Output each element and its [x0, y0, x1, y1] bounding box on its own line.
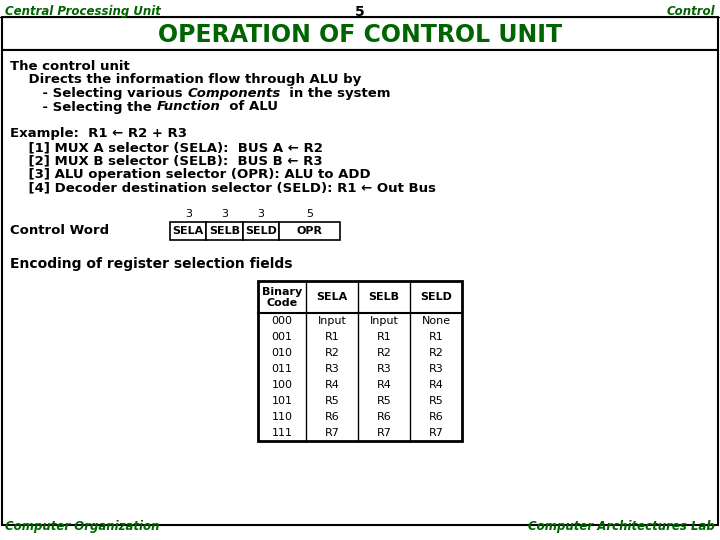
Text: [4] Decoder destination selector (SELD): R1 ← Out Bus: [4] Decoder destination selector (SELD):…	[10, 181, 436, 194]
Text: SELD: SELD	[245, 226, 277, 236]
Text: SELB: SELB	[209, 226, 240, 236]
Text: [1] MUX A selector (SELA):  BUS A ← R2: [1] MUX A selector (SELA): BUS A ← R2	[10, 141, 323, 154]
Text: R2: R2	[428, 348, 444, 359]
Text: R3: R3	[428, 364, 444, 374]
Text: Computer Organization: Computer Organization	[5, 520, 160, 533]
Text: - Selecting the: - Selecting the	[10, 100, 156, 113]
Text: R5: R5	[428, 396, 444, 407]
Text: [2] MUX B selector (SELB):  BUS B ← R3: [2] MUX B selector (SELB): BUS B ← R3	[10, 154, 323, 167]
Text: Central Processing Unit: Central Processing Unit	[5, 5, 161, 18]
Text: R7: R7	[377, 428, 392, 438]
Text: Directs the information flow through ALU by: Directs the information flow through ALU…	[10, 73, 361, 86]
Text: 111: 111	[271, 428, 292, 438]
Text: Computer Architectures Lab: Computer Architectures Lab	[528, 520, 715, 533]
Text: SELA: SELA	[316, 292, 348, 302]
Text: R7: R7	[325, 428, 339, 438]
Text: Input: Input	[369, 316, 398, 326]
Bar	[2, 17, 718, 50]
Text: R1: R1	[377, 333, 392, 342]
Bar	[279, 222, 340, 240]
Text: R4: R4	[325, 380, 339, 390]
Text: 100: 100	[271, 380, 292, 390]
Text: R6: R6	[325, 413, 339, 422]
Bar	[207, 222, 243, 240]
Text: R4: R4	[377, 380, 392, 390]
Text: R5: R5	[325, 396, 339, 407]
Text: 3: 3	[221, 209, 228, 219]
Text: 001: 001	[271, 333, 292, 342]
Text: Example:  R1 ← R2 + R3: Example: R1 ← R2 + R3	[10, 127, 187, 140]
Text: None: None	[421, 316, 451, 326]
Text: 010: 010	[271, 348, 292, 359]
Text: Binary
Code: Binary Code	[262, 287, 302, 308]
Text: 110: 110	[271, 413, 292, 422]
Text: of ALU: of ALU	[220, 100, 278, 113]
Text: 5: 5	[355, 5, 365, 19]
Text: [3] ALU operation selector (OPR): ALU to ADD: [3] ALU operation selector (OPR): ALU to…	[10, 168, 371, 181]
Text: Control Word: Control Word	[10, 224, 109, 237]
Text: - Selecting various: - Selecting various	[10, 87, 187, 100]
Text: R3: R3	[377, 364, 392, 374]
Text: 011: 011	[271, 364, 292, 374]
Text: R2: R2	[325, 348, 339, 359]
Text: Input: Input	[318, 316, 346, 326]
Text: R6: R6	[428, 413, 444, 422]
Text: R2: R2	[377, 348, 392, 359]
Text: Function: Function	[156, 100, 220, 113]
Text: SELB: SELB	[369, 292, 400, 302]
Text: SELA: SELA	[173, 226, 204, 236]
Text: Encoding of register selection fields: Encoding of register selection fields	[10, 257, 292, 271]
Text: 5: 5	[306, 209, 313, 219]
Bar	[243, 222, 279, 240]
Text: OPERATION OF CONTROL UNIT: OPERATION OF CONTROL UNIT	[158, 23, 562, 46]
Text: in the system: in the system	[281, 87, 391, 100]
Text: R7: R7	[428, 428, 444, 438]
Text: R4: R4	[428, 380, 444, 390]
Text: 3: 3	[185, 209, 192, 219]
Text: R1: R1	[428, 333, 444, 342]
Bar	[2, 50, 718, 525]
Bar	[170, 222, 207, 240]
Text: 3: 3	[258, 209, 264, 219]
Text: Components: Components	[187, 87, 281, 100]
Text: 000: 000	[271, 316, 292, 326]
Text: The control unit: The control unit	[10, 60, 130, 73]
Text: R1: R1	[325, 333, 339, 342]
Text: OPR: OPR	[297, 226, 323, 236]
Bar	[258, 281, 462, 441]
Text: R3: R3	[325, 364, 339, 374]
Text: R6: R6	[377, 413, 392, 422]
Text: 101: 101	[271, 396, 292, 407]
Text: Control: Control	[667, 5, 715, 18]
Text: SELD: SELD	[420, 292, 452, 302]
Text: R5: R5	[377, 396, 392, 407]
